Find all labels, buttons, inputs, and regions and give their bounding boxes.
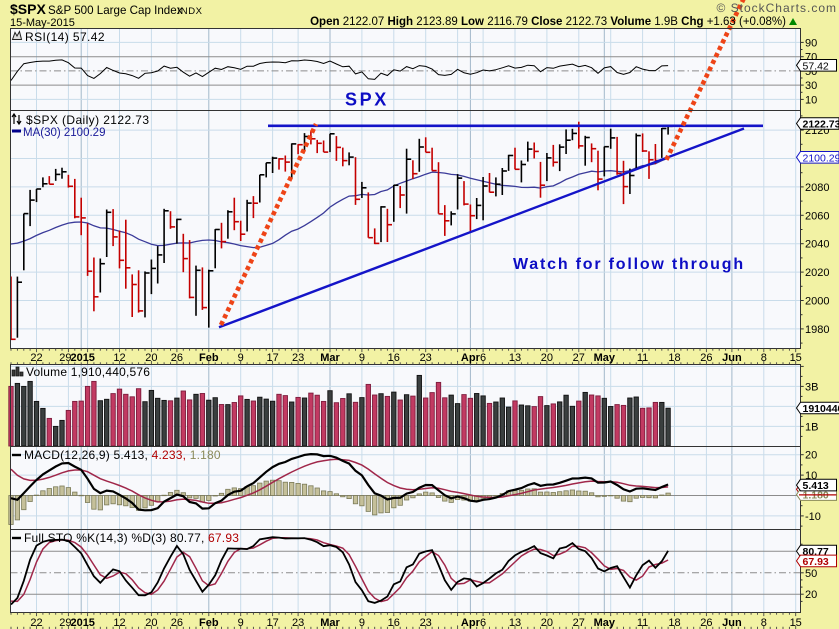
svg-text:2040: 2040	[805, 239, 829, 251]
svg-text:May: May	[594, 352, 616, 364]
svg-text:50: 50	[805, 568, 817, 580]
svg-text:2122.73: 2122.73	[803, 119, 839, 131]
svg-text:2060: 2060	[805, 210, 829, 222]
svg-text:20: 20	[145, 352, 157, 364]
svg-text:18: 18	[668, 617, 680, 629]
svg-text:90: 90	[805, 37, 817, 49]
svg-text:SPX: SPX	[345, 90, 389, 110]
svg-text:9: 9	[238, 617, 244, 629]
svg-text:2100.29: 2100.29	[803, 152, 839, 164]
svg-text:17: 17	[266, 617, 278, 629]
svg-text:9: 9	[359, 352, 365, 364]
svg-text:5.413: 5.413	[803, 480, 829, 492]
svg-text:Apr: Apr	[461, 617, 481, 629]
svg-text:8: 8	[761, 352, 767, 364]
svg-text:2000: 2000	[805, 296, 829, 308]
svg-text:18: 18	[668, 352, 680, 364]
svg-text:Mar: Mar	[320, 352, 340, 364]
svg-text:RSI(14) 57.42: RSI(14) 57.42	[25, 30, 105, 44]
svg-text:Watch for follow through: Watch for follow through	[513, 256, 745, 273]
svg-text:Open 2122.07 High 2123.89 Low: Open 2122.07 High 2123.89 Low 2116.79 Cl…	[310, 16, 786, 28]
svg-text:22: 22	[30, 352, 42, 364]
svg-text:15: 15	[790, 352, 802, 364]
svg-text:17: 17	[266, 352, 278, 364]
svg-text:© StockCharts.com: © StockCharts.com	[716, 1, 837, 15]
svg-text:23: 23	[420, 617, 432, 629]
svg-text:1B: 1B	[805, 421, 818, 433]
svg-text:16: 16	[388, 617, 400, 629]
svg-text:23: 23	[292, 352, 304, 364]
svg-text:2015: 2015	[70, 617, 94, 629]
svg-text:20: 20	[541, 617, 553, 629]
svg-text:6: 6	[480, 352, 486, 364]
svg-text:INDX: INDX	[178, 6, 203, 17]
svg-text:29: 29	[59, 617, 71, 629]
svg-text:11: 11	[637, 352, 648, 364]
svg-text:26: 26	[700, 352, 712, 364]
svg-text:16: 16	[388, 352, 400, 364]
svg-text:20: 20	[541, 352, 553, 364]
svg-text:Full STO %K(14,3) %D(3) 80.77,: Full STO %K(14,3) %D(3) 80.77, 67.93	[24, 531, 239, 545]
svg-text:MACD(12,26,9) 5.413, 4.233, 1.: MACD(12,26,9) 5.413, 4.233, 1.180	[24, 448, 221, 462]
svg-text:Jun: Jun	[722, 617, 742, 629]
svg-text:2020: 2020	[805, 267, 829, 279]
svg-text:12: 12	[113, 617, 125, 629]
svg-text:Apr: Apr	[461, 352, 481, 364]
svg-text:8: 8	[761, 617, 767, 629]
svg-text:Jun: Jun	[722, 352, 742, 364]
svg-text:MA(30) 2100.29: MA(30) 2100.29	[23, 127, 105, 139]
svg-text:11: 11	[637, 617, 648, 629]
svg-text:27: 27	[573, 617, 585, 629]
svg-text:Feb: Feb	[199, 617, 219, 629]
svg-text:20: 20	[145, 617, 157, 629]
svg-text:3B: 3B	[805, 381, 818, 393]
svg-text:9: 9	[359, 617, 365, 629]
svg-text:22: 22	[30, 617, 42, 629]
svg-text:26: 26	[700, 617, 712, 629]
svg-text:12: 12	[113, 352, 125, 364]
svg-text:20: 20	[805, 450, 817, 462]
svg-text:6: 6	[480, 617, 486, 629]
svg-text:15-May-2015: 15-May-2015	[10, 17, 75, 29]
svg-text:$SPX: $SPX	[10, 1, 46, 17]
svg-text:May: May	[594, 617, 616, 629]
svg-text:9: 9	[238, 352, 244, 364]
svg-text:23: 23	[292, 617, 304, 629]
svg-text:1980: 1980	[805, 324, 829, 336]
svg-text:27: 27	[573, 352, 585, 364]
svg-text:26: 26	[171, 352, 183, 364]
svg-text:15: 15	[790, 617, 802, 629]
svg-text:30: 30	[805, 80, 817, 92]
svg-text:13: 13	[509, 617, 521, 629]
svg-text:1.180: 1.180	[803, 490, 829, 502]
svg-text:2015: 2015	[70, 352, 94, 364]
svg-text:26: 26	[171, 617, 183, 629]
svg-text:Feb: Feb	[199, 352, 219, 364]
svg-text:20: 20	[805, 589, 817, 601]
svg-text:$SPX (Daily) 2122.73: $SPX (Daily) 2122.73	[26, 113, 149, 127]
svg-text:23: 23	[420, 352, 432, 364]
svg-text:-10: -10	[805, 511, 821, 523]
svg-text:S&P 500 Large Cap Index: S&P 500 Large Cap Index	[48, 4, 183, 17]
svg-text:10: 10	[805, 94, 817, 106]
svg-text:1910440576: 1910440576	[803, 403, 839, 415]
svg-text:67.93: 67.93	[803, 556, 829, 568]
svg-text:29: 29	[59, 352, 71, 364]
svg-text:13: 13	[509, 352, 521, 364]
svg-text:2080: 2080	[805, 182, 829, 194]
svg-text:Mar: Mar	[320, 617, 340, 629]
svg-text:Volume 1,910,440,576: Volume 1,910,440,576	[26, 365, 150, 379]
svg-text:57.42: 57.42	[803, 60, 829, 72]
